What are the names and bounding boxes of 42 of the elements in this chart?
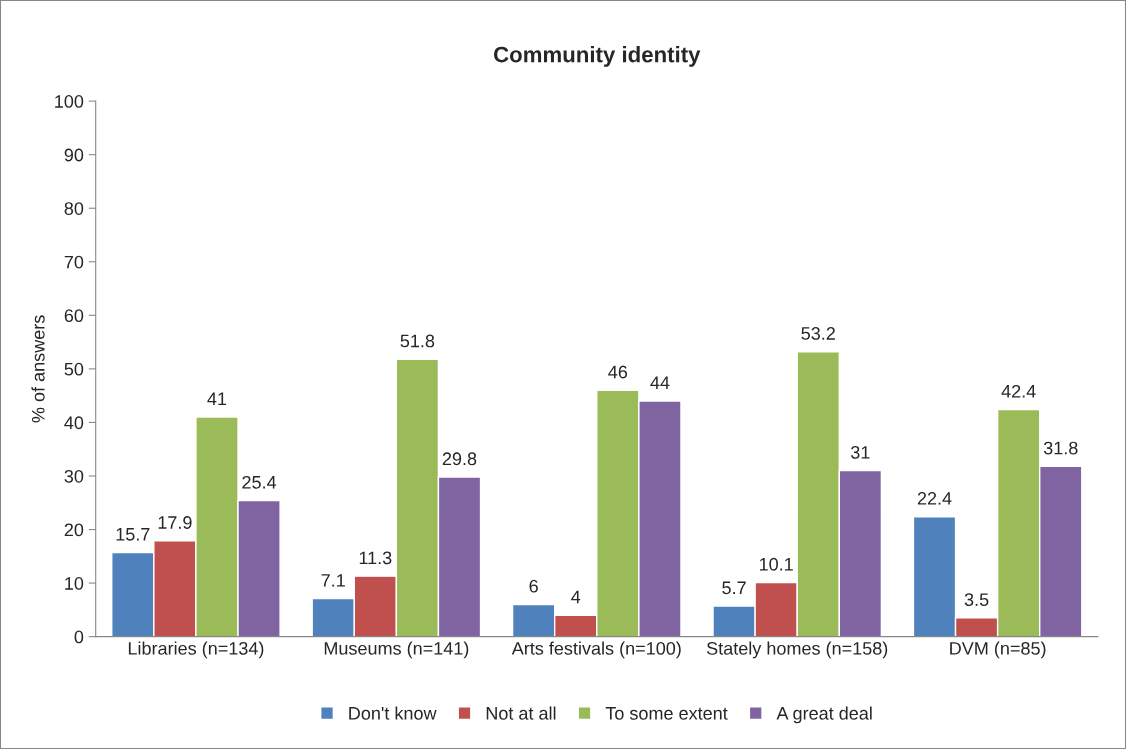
data-label: 6 [529,579,538,593]
data-label: 4 [571,590,581,604]
y-tick-label: 50 [64,362,84,376]
data-label: 46 [608,365,628,379]
data-label: 42.4 [1001,384,1036,398]
data-label: 22.4 [917,492,952,505]
data-label: 29.8 [442,452,477,466]
data-label: 53.2 [801,327,835,340]
data-label: 51.8 [400,334,435,348]
y-tick-label: 70 [64,255,84,269]
data-label: 17.9 [158,516,192,529]
data-label: 44 [650,376,670,389]
data-label: 11.3 [359,551,392,565]
x-tick-label: Museums (n=141) [324,641,469,659]
legend-label: Don't know [349,706,437,720]
y-tick-label: 90 [64,148,84,162]
legend-label: To some extent [605,707,728,720]
y-tick-label: 40 [64,416,84,430]
x-tick-label: Arts festivals (n=100) [511,641,681,659]
y-tick-label: 60 [64,309,84,323]
x-tick-label: Stately homes (n=158) [706,641,888,659]
data-label: 3.5 [964,593,989,606]
data-label: 41 [207,392,227,405]
data-label: 10.1 [759,557,793,571]
legend-label: A great deal [776,706,872,724]
y-tick-label: 20 [64,523,84,537]
chart-title: Community identity [493,46,701,67]
y-tick-label: 100 [55,95,84,108]
y-tick-label: 0 [74,630,84,644]
x-tick-label: DVM (n=85) [950,641,1046,659]
data-label: 31.8 [1043,441,1078,455]
data-label: 25.4 [242,475,277,489]
y-tick-label: 80 [64,202,84,215]
y-axis-title: % of answers [31,315,45,423]
data-label: 7.1 [321,574,345,587]
x-tick-label: Libraries (n=134) [128,641,264,659]
y-tick-label: 30 [64,469,84,483]
y-tick-label: 10 [65,577,84,590]
data-label: 15.7 [116,528,150,541]
legend-label: Not at all [486,706,556,720]
data-label: 31 [850,445,870,459]
data-label: 5.7 [722,581,746,595]
